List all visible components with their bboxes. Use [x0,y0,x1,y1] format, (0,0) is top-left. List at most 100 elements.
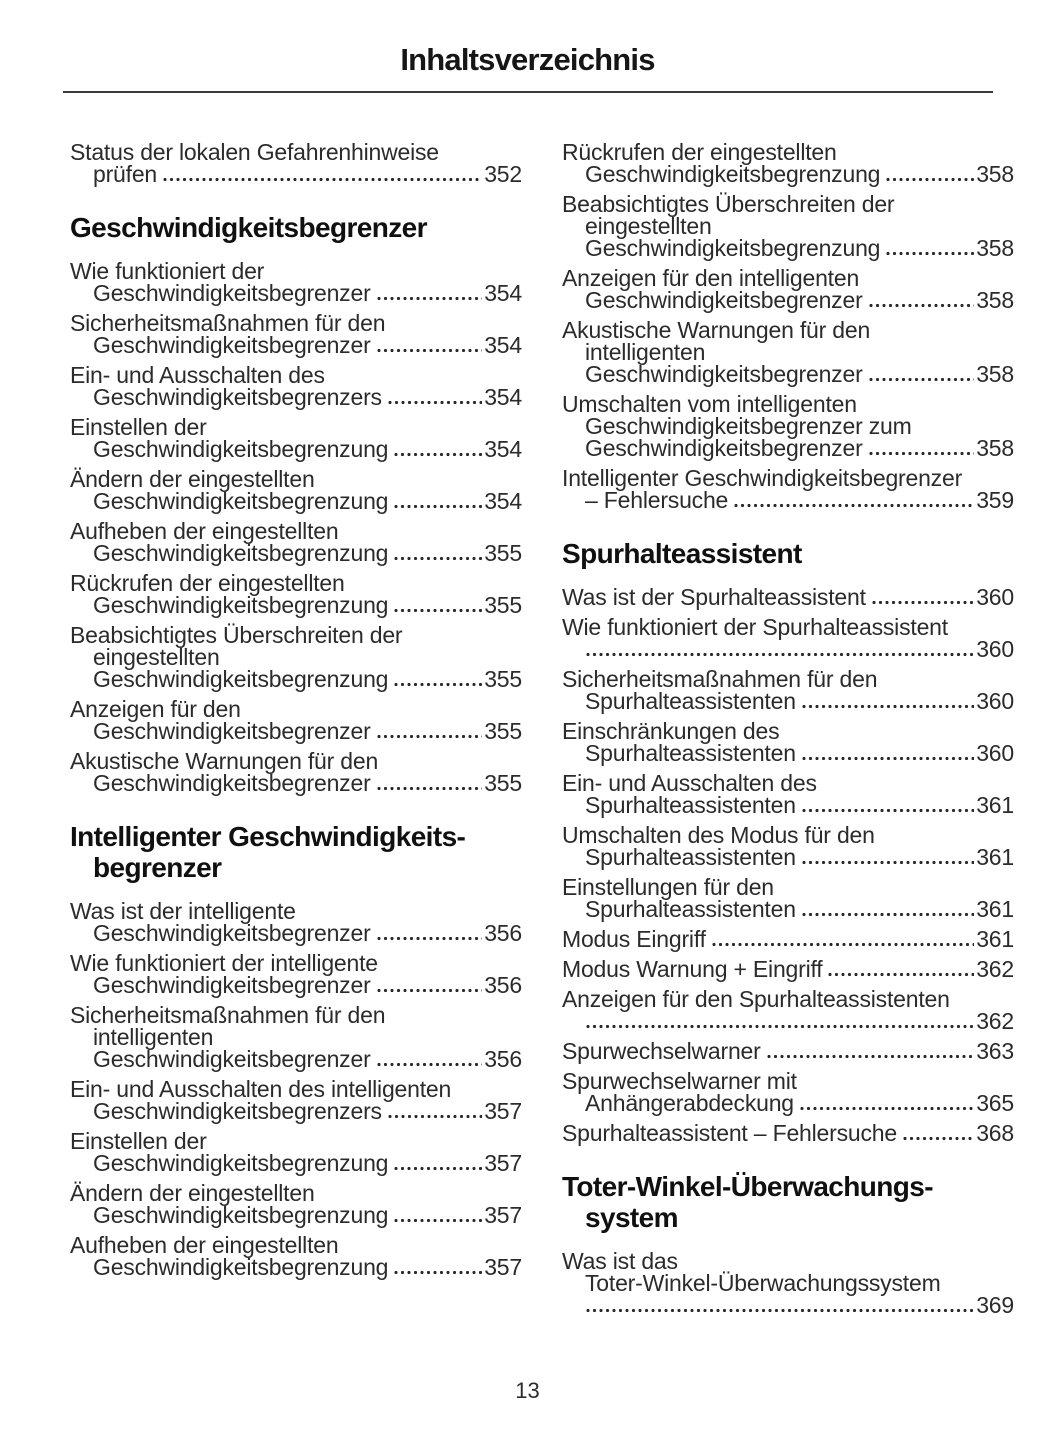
page-header: Inhaltsverzeichnis [0,0,1055,93]
toc-page-number: 361 [976,844,1014,870]
toc-entry-line: Geschwindigkeitsbegrenzung 357 [70,1202,522,1228]
toc-entry: Umschalten des Modus für den Spurhalteass… [562,824,1014,870]
toc-entry: Modus Eingriff 361 [562,926,1014,952]
toc-entry-text: Spurhalteassistenten [585,740,796,766]
dotted-leader [394,1218,483,1223]
dotted-leader [394,1270,483,1275]
toc-entry-line: Geschwindigkeitsbegrenzer 358 [562,435,1014,461]
toc-entry: Ein- und Ausschalten des Geschwindigkeits… [70,364,522,410]
toc-entry-line: Geschwindigkeitsbegrenzer zum [585,413,912,439]
toc-entry-line: Geschwindigkeitsbegrenzers 354 [70,384,522,410]
toc-page-number: 354 [484,488,522,514]
toc-entry: Anzeigen für den Spurhalteassistenten 362 [562,986,1014,1033]
dotted-leader [801,860,975,865]
toc-entry: Umschalten vom intelligenten Geschwindigk… [562,391,1014,461]
dotted-leader [394,608,483,613]
toc-page-number: 361 [976,792,1014,818]
toc-entry: Einschränkungen des Spurhalteassistenten 3… [562,720,1014,766]
toc-entry: Beabsichtigtes Überschreiten der eingeste… [70,624,522,691]
toc-entry-line: Geschwindigkeitsbegrenzer 356 [70,1046,522,1072]
toc-page-number: 363 [976,1038,1014,1064]
toc-entry-line: Anzeigen für den Spurhalteassistenten [562,986,950,1012]
toc-entry-line: Spurwechselwarner 363 [562,1038,1014,1064]
toc-entry-text: Geschwindigkeitsbegrenzung [93,1202,389,1228]
toc-page-number: 358 [976,287,1014,313]
toc-entry: Spurwechselwarner mit Anhängerabdeckung 36… [562,1070,1014,1116]
toc-entry-line: Ändern der eingestellten [70,466,315,492]
dotted-leader [387,400,483,405]
toc-entry-text: Geschwindigkeitsbegrenzung [93,488,389,514]
toc-entry-line: Geschwindigkeitsbegrenzung 355 [70,668,522,691]
toc-entry-line: Geschwindigkeitsbegrenzung 358 [562,235,1014,261]
toc-entry-line: Toter-Winkel-Überwachungssystem [585,1270,941,1296]
toc-page-number: 356 [484,920,522,946]
toc-entry-line: Wie funktioniert der intelligente [70,950,378,976]
toc-entry-line: 362 [562,1010,1014,1033]
dotted-leader [801,808,975,813]
toc-entry-text: Geschwindigkeitsbegrenzer [93,332,371,358]
toc-page-number: 358 [976,361,1014,387]
toc-entry-line: Geschwindigkeitsbegrenzer 356 [70,920,522,946]
toc-entry-text: Modus Eingriff [562,926,706,952]
toc-entry-line: Modus Warnung + Eingriff 362 [562,956,1014,982]
toc-entry-line: Status der lokalen Gefahrenhinweise [70,139,439,165]
toc-page-number: 354 [484,384,522,410]
toc-entry-text: Geschwindigkeitsbegrenzer [93,770,371,796]
toc-entry-line: intelligenten [93,1024,214,1050]
toc-entry-text: Modus Warnung + Eingriff [562,956,823,982]
toc-page-number: 361 [976,896,1014,922]
toc-entry: Ein- und Ausschalten des Spurhalteassiste… [562,772,1014,818]
toc-entry: Spurwechselwarner 363 [562,1038,1014,1064]
toc-page-number: 358 [976,235,1014,261]
toc-page-number: 356 [484,1046,522,1072]
toc-entry: Rückrufen der eingestellten Geschwindigke… [70,570,522,617]
dotted-leader [868,451,975,456]
toc-entry: Sicherheitsmaßnahmen für den Geschwindigk… [70,310,522,358]
toc-entry-text: Geschwindigkeitsbegrenzers [93,1098,382,1124]
toc-entry-line: Aufheben der eingestellten [70,518,339,544]
dotted-leader [376,348,483,353]
toc-entry-line: Rückrufen der eingestellten [70,570,345,596]
page-title: Inhaltsverzeichnis [400,42,655,77]
toc-entry: Was ist der Spurhalteassistent 360 [562,586,1014,609]
toc-entry: Modus Warnung + Eingriff 362 [562,956,1014,982]
toc-entry: Sicherheitsmaßnahmen für den intelligente… [70,1002,522,1072]
dotted-leader [801,912,975,917]
toc-entry-text: Spurwechselwarner [562,1038,761,1064]
toc-entry-line: – Fehlersuche 359 [562,489,1014,512]
toc-entry-text: Geschwindigkeitsbegrenzung [93,1150,389,1176]
toc-entry-text: Anhängerabdeckung [585,1090,794,1116]
toc-page-number: 368 [976,1120,1014,1146]
toc-entry: Wie funktioniert der Geschwindigkeitsbegr… [70,260,522,305]
toc-page-number: 352 [484,161,522,187]
toc-entry-line: Was ist der Spurhalteassistent 360 [562,586,1014,609]
toc-entry-line: 360 [562,638,1014,661]
toc-entry-line: Geschwindigkeitsbegrenzer 358 [562,287,1014,313]
toc-entry-line: Spurhalteassistenten 360 [562,690,1014,713]
toc-entry-line: Intelligenter Geschwindigkeitsbegrenzer [562,465,963,491]
toc-entry-line: Einstellen der [70,1128,207,1154]
toc-entry-line: Sicherheitsmaßnahmen für den [70,1002,386,1028]
dotted-leader [376,1062,483,1067]
toc-entry-line: eingestellten [585,213,712,239]
toc-entry-line: Spurhalteassistent – Fehlersuche 368 [562,1120,1014,1146]
toc-entry-line: Sicherheitsmaßnahmen für den [70,310,386,336]
toc-entry-line: Geschwindigkeitsbegrenzung 354 [70,438,522,461]
dotted-leader [801,756,975,761]
toc-page-number: 357 [484,1254,522,1280]
toc-entry-line: Einstellen der [70,414,207,440]
toc-entry-line: Geschwindigkeitsbegrenzer 355 [70,718,522,744]
toc-entry-line: Geschwindigkeitsbegrenzung 355 [70,542,522,565]
toc-entry-text: Geschwindigkeitsbegrenzer [93,718,371,744]
toc-entry-line: Geschwindigkeitsbegrenzung 355 [70,594,522,617]
toc-page-number: 365 [976,1090,1014,1116]
toc-page-number: 358 [976,161,1014,187]
toc-entry: Einstellen der Geschwindigkeitsbegrenzung… [70,1128,522,1176]
toc-entry-line: Umschalten vom intelligenten [562,391,857,417]
dotted-leader [868,377,975,382]
toc-entry-line: Anzeigen für den [70,696,241,722]
dotted-leader [886,177,975,182]
dotted-leader [394,504,483,509]
toc-page-number: 358 [976,435,1014,461]
toc-entry: Rückrufen der eingestellten Geschwindigke… [562,141,1014,187]
